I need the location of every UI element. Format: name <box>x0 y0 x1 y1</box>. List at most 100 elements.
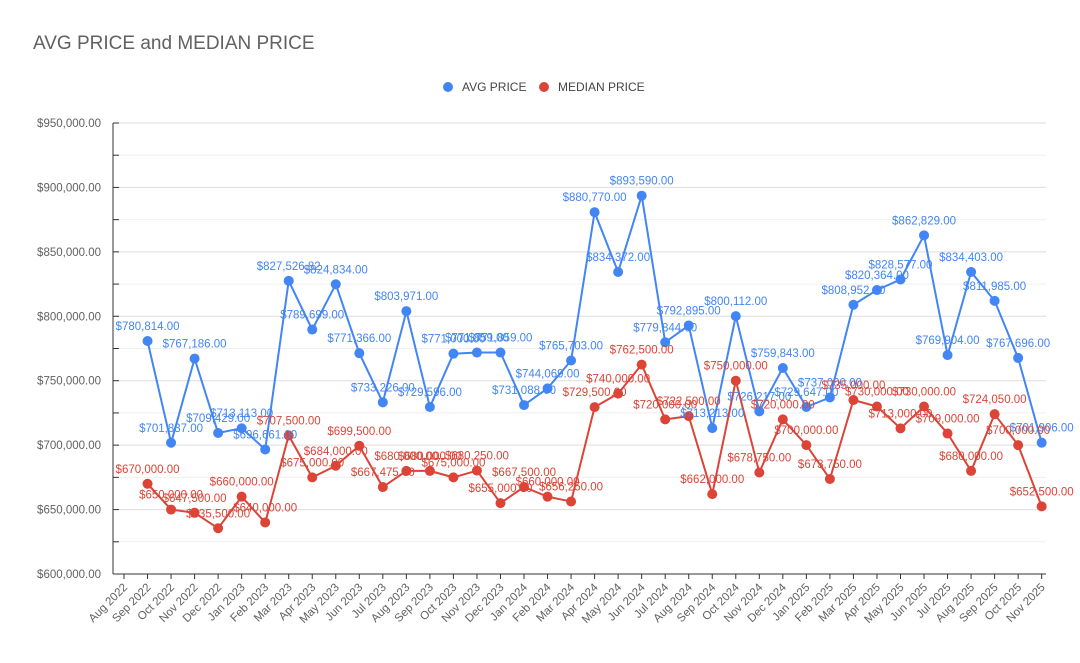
median-price-point <box>919 401 930 412</box>
median-price-data-label: $684,000.00 <box>304 446 368 458</box>
avg-price-point <box>895 274 906 285</box>
median-price-point <box>166 504 177 515</box>
avg-price-point <box>401 306 412 317</box>
avg-price-point <box>142 336 153 347</box>
median-price-point <box>307 472 318 483</box>
median-price-data-label: $707,500.00 <box>257 415 321 427</box>
median-price-point <box>236 491 247 502</box>
avg-price-data-label: $834,372.00 <box>586 252 650 264</box>
avg-price-data-label: $803,971.00 <box>374 291 438 303</box>
median-price-point <box>754 467 765 478</box>
median-price-point <box>824 473 835 484</box>
median-price-data-label: $640,000.00 <box>233 502 297 514</box>
median-price-data-label: $730,000.00 <box>845 386 909 398</box>
median-price-data-label: $673,750.00 <box>798 459 862 471</box>
legend-label-avg-price: AVG PRICE <box>462 80 526 94</box>
avg-price-point <box>660 337 671 348</box>
avg-price-data-label: $780,814.00 <box>116 321 180 333</box>
y-tick-label: $600,000.00 <box>37 569 101 581</box>
avg-price-data-label: $709,429.00 <box>186 413 250 425</box>
median-price-point <box>330 460 341 471</box>
avg-price-point <box>730 311 741 322</box>
avg-price-point <box>613 266 624 277</box>
median-price-point <box>448 472 459 483</box>
median-price-point <box>730 375 741 386</box>
avg-price-data-label: $779,844.00 <box>633 322 697 334</box>
median-price-data-label: $720,000.00 <box>633 399 697 411</box>
avg-price-data-label: $765,703.00 <box>539 340 603 352</box>
chart-title: AVG PRICE and MEDIAN PRICE <box>33 33 315 54</box>
avg-price-data-label: $893,590.00 <box>610 176 674 188</box>
median-price-point <box>613 388 624 399</box>
avg-price-data-label: $792,895.00 <box>657 305 721 317</box>
avg-price-data-label: $827,526.82 <box>257 261 321 273</box>
median-price-point <box>189 507 200 518</box>
median-price-point <box>401 465 412 476</box>
avg-price-data-label: $713,113.00 <box>210 408 273 420</box>
y-tick-label: $750,000.00 <box>37 376 101 388</box>
avg-price-data-label: $767,696.00 <box>986 338 1050 350</box>
median-price-data-label: $655,000.00 <box>469 483 533 495</box>
median-price-point <box>283 430 294 441</box>
avg-price-data-label: $789,699.00 <box>280 310 344 322</box>
avg-price-data-label: $733,226.00 <box>351 382 415 394</box>
avg-price-point <box>260 444 271 455</box>
median-price-point <box>871 401 882 412</box>
median-price-data-label: $735,000.00 <box>821 380 885 392</box>
y-tick-label: $900,000.00 <box>37 182 101 194</box>
avg-price-data-label: $811,985.00 <box>963 281 1026 293</box>
y-tick-label: $950,000.00 <box>37 118 101 130</box>
avg-price-data-label: $701,837.00 <box>139 423 203 435</box>
median-price-point <box>942 428 953 439</box>
avg-price-point <box>1036 437 1047 448</box>
axes <box>112 122 1046 579</box>
median-price-point <box>1036 501 1047 512</box>
median-price-point <box>1013 440 1024 451</box>
median-price-data-label: $729,500.00 <box>563 387 627 399</box>
median-price-data-label: $675,000.00 <box>421 457 485 469</box>
avg-price-point <box>189 353 200 364</box>
median-price-point <box>895 423 906 434</box>
median-price-data-label: $700,000.00 <box>986 425 1050 437</box>
median-price-point <box>848 395 859 406</box>
median-price-data-label: $647,500.00 <box>163 493 227 505</box>
median-price-point <box>707 489 718 500</box>
median-price-data-label: $635,500.00 <box>186 508 250 520</box>
avg-price-point <box>801 401 812 412</box>
median-price-data-label: $675,000.00 <box>280 457 344 469</box>
avg-price-data-label: $820,364.00 <box>845 270 909 282</box>
avg-price-point <box>777 363 788 374</box>
avg-price-data-label: $767,186.00 <box>163 339 227 351</box>
median-price-data-label: $660,000.00 <box>516 477 580 489</box>
avg-price-point <box>871 285 882 296</box>
median-price-data-label: $680,000.00 <box>398 451 462 463</box>
median-price-data-label: $670,000.00 <box>116 464 180 476</box>
avg-price-point <box>424 402 435 413</box>
avg-price-data-label: $880,770.00 <box>563 192 627 204</box>
avg-price-data-label: $696,661.00 <box>233 429 297 441</box>
avg-price-point <box>236 423 247 434</box>
median-price-point <box>260 517 271 528</box>
median-price-data-label: $650,000.00 <box>139 490 203 502</box>
avg-price-point <box>824 392 835 403</box>
avg-price-point <box>495 347 506 358</box>
y-tick-label: $800,000.00 <box>37 311 101 323</box>
avg-price-data-label: $713,213.00 <box>680 408 744 420</box>
median-price-point <box>519 482 530 493</box>
median-price-point <box>142 478 153 489</box>
y-tick-label: $700,000.00 <box>37 440 101 452</box>
avg-price-data-label: $726,217.00 <box>727 391 791 403</box>
median-price-data-label: $680,000.00 <box>939 451 1003 463</box>
avg-price-point <box>471 347 482 358</box>
avg-price-data-label: $834,403.00 <box>939 252 1003 264</box>
avg-price-data-label: $744,069.00 <box>516 368 580 380</box>
median-price-data-label: $680,000.00 <box>374 451 438 463</box>
median-price-point <box>566 496 577 507</box>
median-price-point <box>989 409 1000 420</box>
median-price-point <box>636 359 647 370</box>
y-tick-label: $850,000.00 <box>37 247 101 259</box>
median-price-data-label: $667,475.00 <box>351 467 415 479</box>
y-tick-label: $650,000.00 <box>37 505 101 517</box>
